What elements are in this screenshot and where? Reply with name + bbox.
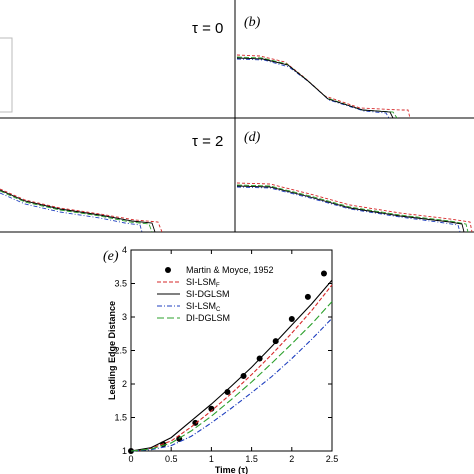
profile-c-blue bbox=[0, 192, 143, 233]
y-tick-label-1: 1.5 bbox=[114, 413, 127, 423]
tau-label-0: τ = 0 bbox=[192, 20, 223, 37]
profile-b-blue bbox=[236, 58, 390, 119]
legend-label-0: Martin & Moyce, 1952 bbox=[186, 265, 274, 275]
profile-d-blue bbox=[236, 186, 461, 233]
series-0-point-6 bbox=[240, 372, 247, 379]
profile-b-red bbox=[236, 54, 411, 119]
legend-label-1: SI-LSMF bbox=[186, 277, 220, 289]
series-1-line bbox=[130, 284, 333, 452]
chart-e: 0 0.5 1 1.5 2 2.5 1 1.5 2 2.5 3 3.5 4 Martin & Moyce… bbox=[107, 245, 338, 474]
series-2-line bbox=[130, 279, 333, 452]
y-tick-label-4: 3 bbox=[122, 312, 127, 322]
x-tick-label-1: 0.5 bbox=[165, 454, 178, 464]
plot-frame bbox=[130, 249, 333, 452]
x-tick-label-2: 1 bbox=[209, 454, 214, 464]
x-axis-title: Time (τ) bbox=[215, 465, 248, 474]
panel-d-profiles bbox=[236, 182, 473, 233]
panel-frame bbox=[0, 0, 474, 233]
series-4-line bbox=[130, 301, 333, 452]
legend-label-3: SI-LSMC bbox=[186, 301, 221, 313]
panel-label-e: (e) bbox=[103, 249, 119, 264]
x-tick-label-5: 2.5 bbox=[326, 454, 339, 464]
legend-label-4: DI-DGLSM bbox=[186, 313, 230, 323]
y-tick-label-2: 2 bbox=[122, 379, 127, 389]
series-0-point-10 bbox=[304, 293, 311, 300]
chart-axes: 0 0.5 1 1.5 2 2.5 1 1.5 2 2.5 3 3.5 4 bbox=[114, 245, 338, 464]
profile-b-green bbox=[236, 56, 398, 119]
series-0-point-11 bbox=[320, 270, 327, 277]
chart-series bbox=[128, 270, 333, 454]
panel-c-profiles bbox=[0, 188, 163, 233]
profile-b-black bbox=[236, 57, 394, 119]
y-tick-label-3: 2.5 bbox=[114, 346, 127, 356]
profile-d-green bbox=[236, 184, 469, 233]
panel-label-d: (d) bbox=[244, 130, 261, 145]
profile-c-black bbox=[0, 189, 156, 233]
legend-marker-0 bbox=[165, 267, 171, 273]
profile-c-red bbox=[0, 188, 163, 233]
profile-d-black bbox=[236, 185, 465, 233]
series-3-line bbox=[130, 317, 333, 452]
y-tick-label-6: 4 bbox=[122, 245, 127, 255]
series-0-point-8 bbox=[272, 338, 279, 345]
legend-subscript-1: F bbox=[216, 283, 220, 289]
legend-label-2: SI-DGLSM bbox=[186, 289, 230, 299]
x-tick-label-4: 2 bbox=[289, 454, 294, 464]
y-tick-label-0: 1 bbox=[122, 446, 127, 456]
series-0-point-9 bbox=[288, 316, 295, 323]
profile-d-red bbox=[236, 182, 473, 233]
panel-b-profiles bbox=[236, 54, 411, 119]
y-tick-label-5: 3.5 bbox=[114, 279, 127, 289]
series-0-point-4 bbox=[208, 405, 215, 412]
tau-label-2: τ = 2 bbox=[192, 133, 223, 150]
panel-label-b: (b) bbox=[244, 15, 261, 30]
x-tick-label-3: 1.5 bbox=[245, 454, 258, 464]
legend-subscript-3: C bbox=[216, 307, 221, 313]
x-tick-label-0: 0 bbox=[128, 454, 133, 464]
y-axis-title: Leading Edge Distance bbox=[107, 301, 117, 400]
